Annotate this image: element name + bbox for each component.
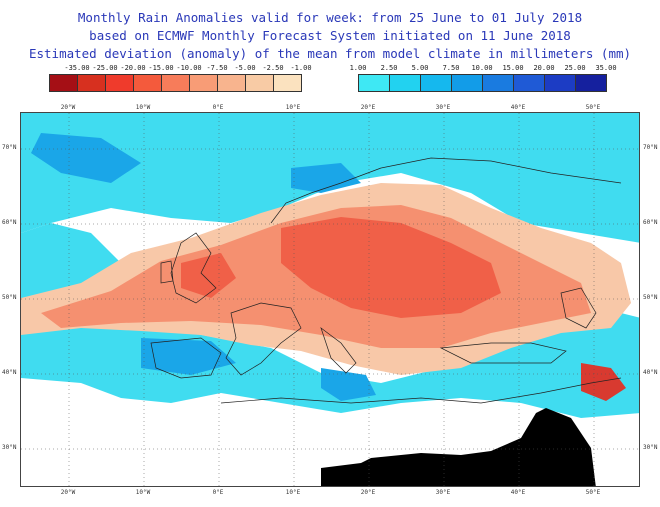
- dry-legend-label: -15.00: [148, 64, 174, 72]
- longitude-label: 40°E: [510, 489, 526, 496]
- wet-anomaly-mediterranean: [21, 313, 639, 418]
- dry-anomaly-strong: [181, 217, 501, 318]
- latitude-label: 30°N: [2, 444, 17, 451]
- wet-legend-swatch: [390, 75, 421, 91]
- wet-legend-label: 5.00: [411, 64, 429, 72]
- wet-legend-swatch: [545, 75, 576, 91]
- dry-legend-swatch: [246, 75, 274, 91]
- dry-legend-swatch: [218, 75, 246, 91]
- wet-legend-label: 35.00: [595, 64, 617, 72]
- dry-legend-swatch: [162, 75, 190, 91]
- latitude-label: 50°N: [643, 294, 658, 301]
- dry-legend-label: -10.00: [176, 64, 202, 72]
- longitude-label: 50°E: [585, 104, 601, 111]
- coastline: [150, 157, 622, 404]
- legend-wet-bar: [358, 74, 607, 92]
- no-data-area: [321, 408, 596, 486]
- wet-legend-label: 20.00: [533, 64, 555, 72]
- wet-legend-label: 7.50: [442, 64, 460, 72]
- dry-legend-swatch: [106, 75, 134, 91]
- longitude-label: 20°E: [360, 489, 376, 496]
- title-line-1: Monthly Rain Anomalies valid for week: f…: [77, 10, 583, 25]
- dry-legend-label: -35.00: [64, 64, 90, 72]
- longitude-label: 0°E: [212, 489, 224, 496]
- dry-legend-swatch: [274, 75, 301, 91]
- dry-legend-label: -20.00: [120, 64, 146, 72]
- longitude-label: 10°W: [135, 104, 151, 111]
- legend-dry: -35.00 -25.00 -20.00 -15.00 -10.00 -7.50 -5.00…: [49, 64, 312, 94]
- wet-legend-label: 15.00: [502, 64, 524, 72]
- wet-legend-swatch: [421, 75, 452, 91]
- anomaly-map: [20, 112, 640, 487]
- longitude-label: 30°E: [435, 104, 451, 111]
- longitude-label: 10°W: [135, 489, 151, 496]
- title-line-2: based on ECMWF Monthly Forecast System i…: [89, 28, 571, 43]
- dry-legend-label: -1.00: [290, 64, 312, 72]
- wet-anomaly-mediterranean-strong: [141, 338, 376, 401]
- longitude-label: 20°W: [60, 104, 76, 111]
- latitude-label: 50°N: [2, 294, 17, 301]
- wet-legend-swatch: [483, 75, 514, 91]
- wet-legend-swatch: [576, 75, 606, 91]
- dry-legend-label: -5.00: [234, 64, 256, 72]
- wet-legend-swatch: [359, 75, 390, 91]
- dry-legend-swatch: [78, 75, 106, 91]
- longitude-label: 0°E: [212, 104, 224, 111]
- latitude-label: 70°N: [643, 144, 658, 151]
- longitude-label: 30°E: [435, 489, 451, 496]
- longitude-label: 10°E: [285, 104, 301, 111]
- wet-anomaly-north-strong: [31, 133, 361, 193]
- latitude-label: 40°N: [2, 369, 17, 376]
- longitude-label: 10°E: [285, 489, 301, 496]
- dry-legend-label: -25.00: [92, 64, 118, 72]
- latitude-label: 70°N: [2, 144, 17, 151]
- wet-legend-label: 25.00: [564, 64, 586, 72]
- dry-legend-swatch: [50, 75, 78, 91]
- dry-legend-label: -2.50: [262, 64, 284, 72]
- legend-dry-bar: [49, 74, 302, 92]
- dry-anomaly-severe: [581, 363, 626, 401]
- legend-wet: 1.00 2.50 5.00 7.50 10.00 15.00 20.00 25.00 35.0…: [350, 64, 617, 94]
- latitude-label: 40°N: [643, 369, 658, 376]
- wet-legend-swatch: [452, 75, 483, 91]
- wet-legend-label: 10.00: [471, 64, 493, 72]
- wet-legend-label: 1.00: [349, 64, 367, 72]
- wet-legend-swatch: [514, 75, 545, 91]
- map-svg: [21, 113, 639, 486]
- latitude-label: 60°N: [643, 219, 658, 226]
- title-line-3: Estimated deviation (anomaly) of the mea…: [28, 46, 632, 61]
- dry-legend-label: -7.50: [206, 64, 228, 72]
- longitude-label: 40°E: [510, 104, 526, 111]
- latitude-label: 30°N: [643, 444, 658, 451]
- wet-legend-label: 2.50: [380, 64, 398, 72]
- longitude-label: 20°W: [60, 489, 76, 496]
- dry-legend-swatch: [190, 75, 218, 91]
- dry-legend-swatch: [134, 75, 162, 91]
- longitude-label: 20°E: [360, 104, 376, 111]
- latitude-label: 60°N: [2, 219, 17, 226]
- longitude-label: 50°E: [585, 489, 601, 496]
- map-gridlines: [21, 113, 639, 486]
